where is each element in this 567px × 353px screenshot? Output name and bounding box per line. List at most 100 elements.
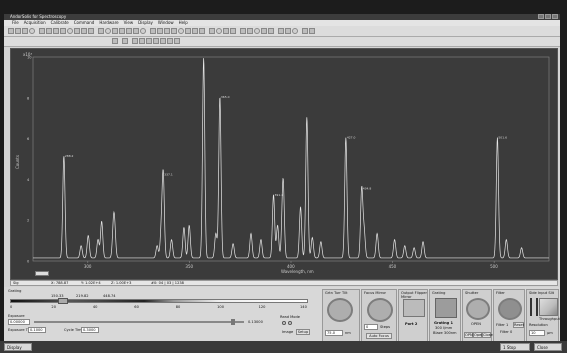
menu-display[interactable]: Display (138, 20, 153, 25)
grating-icon[interactable] (435, 298, 457, 318)
read-mode-radio-2[interactable] (288, 321, 292, 325)
menu-window[interactable]: Window (157, 20, 174, 25)
toolbar-button-15[interactable] (112, 28, 118, 34)
toolbar-button-40[interactable] (302, 28, 308, 34)
display-toolbar-button-4[interactable] (139, 38, 145, 44)
menu-calibrate[interactable]: Calibrate (50, 20, 69, 25)
menu-command[interactable]: Command (73, 20, 95, 25)
spectrum-plot[interactable]: 300 350 400 450 500 0 2 4 6 8 10 288.2 337.1 365.0 39… (10, 48, 558, 280)
secondary-toolbar (4, 37, 560, 47)
exposure-track[interactable] (34, 321, 244, 323)
display-toolbar-button-7[interactable] (160, 38, 166, 44)
toolbar-button-33[interactable] (247, 28, 253, 34)
filter-reset-button[interactable]: Reset (513, 322, 525, 328)
focus-field[interactable]: 0 (364, 324, 378, 330)
zoom-controls[interactable] (35, 271, 49, 276)
toolbar-button-6[interactable] (46, 28, 52, 34)
read-mode-image: Image (282, 330, 294, 334)
menu-file[interactable]: File (12, 20, 19, 25)
display-toolbar-button-6[interactable] (153, 38, 159, 44)
toolbar-button-34[interactable] (254, 28, 260, 34)
turret-dial[interactable] (327, 298, 353, 322)
toolbar-button-31[interactable] (230, 28, 236, 34)
slit-icon[interactable] (530, 298, 538, 316)
taskbar-close-button[interactable]: Close (534, 343, 562, 351)
toolbar-button-22[interactable] (164, 28, 170, 34)
slider-tick-label: 40 (92, 305, 98, 309)
filter-wheel[interactable] (498, 298, 522, 320)
menu-help[interactable]: Help (178, 20, 188, 25)
focus-dial[interactable] (367, 298, 393, 322)
slider-thumb[interactable] (58, 298, 68, 304)
grating-slider-track[interactable] (10, 299, 308, 303)
read-mode-radio-1[interactable] (282, 321, 286, 325)
exposure-thumb[interactable] (231, 319, 235, 325)
toolbar-button-24[interactable] (178, 28, 184, 34)
auto-focus-button[interactable]: Auto Focus (366, 333, 392, 339)
toolbar-button-21[interactable] (157, 28, 163, 34)
toolbar-button-39[interactable] (292, 28, 298, 34)
display-toolbar-button-5[interactable] (146, 38, 152, 44)
display-toolbar-button-8[interactable] (167, 38, 173, 44)
menu-acquisition[interactable]: Acquisition (23, 20, 46, 25)
toolbar-button-16[interactable] (119, 28, 125, 34)
toolbar-button-12[interactable] (88, 28, 94, 34)
shutter-state: OPEN (471, 322, 481, 326)
toolbar-button-38[interactable] (285, 28, 291, 34)
cycle-time-field[interactable]: 0.3000 (81, 327, 99, 333)
slit-width-field[interactable]: 10 (529, 330, 545, 336)
toolbar-button-8[interactable] (60, 28, 66, 34)
toolbar-button-14[interactable] (105, 28, 111, 34)
maximize-button[interactable] (545, 14, 551, 19)
toolbar-button-11[interactable] (81, 28, 87, 34)
slider-tick-label: 80 (175, 305, 181, 309)
toolbar-button-7[interactable] (53, 28, 59, 34)
status-mode[interactable]: Sig (13, 281, 19, 285)
output-flipper-icon[interactable] (403, 299, 425, 317)
toolbar-button-41[interactable] (309, 28, 315, 34)
shutter-opn-button[interactable]: OPN (464, 332, 473, 338)
toolbar-button-18[interactable] (133, 28, 139, 34)
close-button[interactable] (552, 14, 558, 19)
toolbar-button-3[interactable] (22, 28, 28, 34)
minimize-button[interactable] (538, 14, 544, 19)
exposure-field[interactable]: 0.00000 (8, 319, 30, 325)
display-toolbar-button-1[interactable] (112, 38, 118, 44)
toolbar-button-36[interactable] (268, 28, 274, 34)
display-toolbar-button-9[interactable] (174, 38, 180, 44)
taskbar-stop-button[interactable]: 1 Stop (500, 343, 530, 351)
exposure-time-field[interactable]: 0.1000 (28, 327, 46, 333)
toolbar-button-27[interactable] (199, 28, 205, 34)
toolbar-button-2[interactable] (15, 28, 21, 34)
toolbar-button-28[interactable] (209, 28, 215, 34)
toolbar-button-4[interactable] (29, 28, 35, 34)
toolbar-button-20[interactable] (150, 28, 156, 34)
shutter-dial[interactable] (466, 298, 490, 320)
toolbar-button-29[interactable] (216, 28, 222, 34)
slit-resolution-label: Resolution (529, 323, 548, 327)
toolbar-button-32[interactable] (240, 28, 246, 34)
read-mode-setup-button[interactable]: Setup (296, 329, 310, 335)
toolbar-button-19[interactable] (140, 28, 146, 34)
toolbar-button-13[interactable] (98, 28, 104, 34)
toolbar-button-5[interactable] (39, 28, 45, 34)
x-axis-label: Wavelength, nm (281, 269, 314, 274)
toolbar-button-17[interactable] (126, 28, 132, 34)
toolbar-button-25[interactable] (185, 28, 191, 34)
menu-view[interactable]: View (123, 20, 134, 25)
shutter-open-button[interactable]: Open (473, 332, 484, 338)
turret-field[interactable]: 75.0 (325, 330, 343, 336)
shutter-close-button[interactable]: Close (482, 332, 493, 338)
toolbar-button-26[interactable] (192, 28, 198, 34)
display-toolbar-button-2[interactable] (122, 38, 128, 44)
menu-hardware[interactable]: Hardware (99, 20, 119, 25)
display-toolbar-button-3[interactable] (132, 38, 138, 44)
toolbar-button-1[interactable] (8, 28, 14, 34)
toolbar-button-35[interactable] (261, 28, 267, 34)
toolbar-button-9[interactable] (67, 28, 73, 34)
taskbar-display-button[interactable]: Display (4, 343, 32, 351)
toolbar-button-37[interactable] (278, 28, 284, 34)
toolbar-button-23[interactable] (171, 28, 177, 34)
toolbar-button-30[interactable] (223, 28, 229, 34)
toolbar-button-10[interactable] (74, 28, 80, 34)
